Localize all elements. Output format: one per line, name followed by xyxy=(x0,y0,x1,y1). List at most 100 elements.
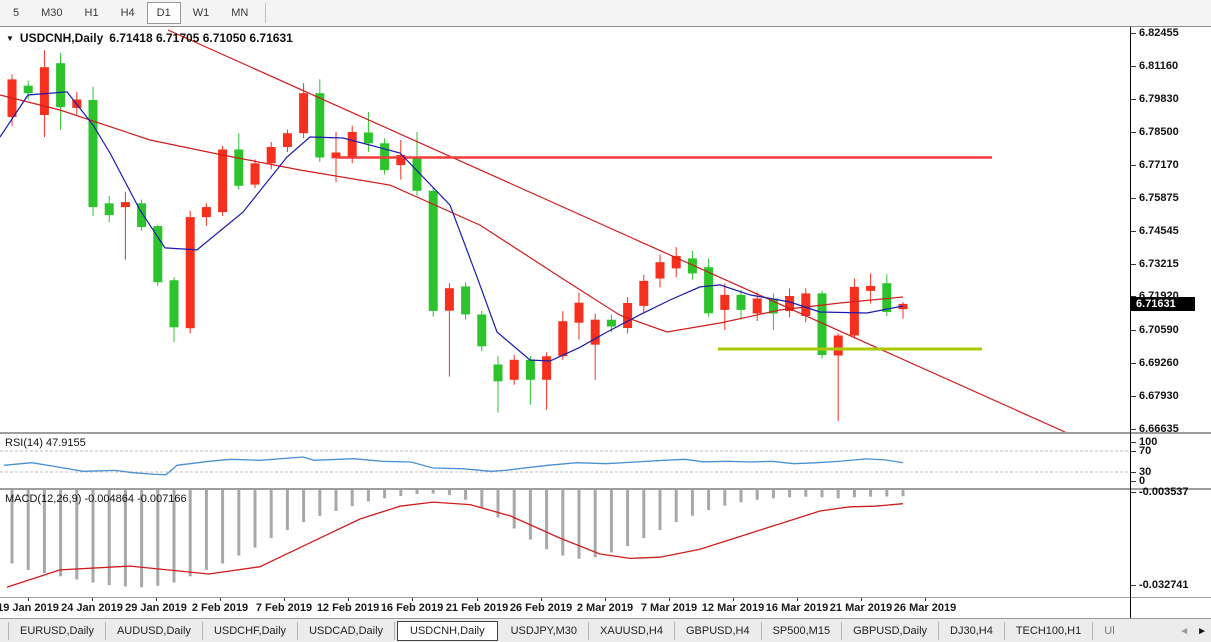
date-axis[interactable]: 19 Jan 2019 24 Jan 2019 29 Jan 2019 2 Feb 2… xyxy=(0,597,1130,618)
descending-trendline[interactable] xyxy=(167,29,1066,432)
date-axis-tick xyxy=(605,598,606,601)
price-axis-tick xyxy=(1131,330,1136,331)
symbol-tab-ul[interactable]: Ul xyxy=(1104,624,1115,637)
timeframe-button-d1[interactable]: D1 xyxy=(146,2,181,24)
symbol-tab-usdjpy-m30[interactable]: USDJPY,M30 xyxy=(500,621,590,640)
date-axis-tick xyxy=(28,598,29,601)
price-axis-tick xyxy=(1131,396,1136,397)
price-axis-label: 6.74545 xyxy=(1139,225,1179,237)
symbol-tab-eurusd-daily[interactable]: EURUSD,Daily xyxy=(8,621,106,640)
price-axis-label: 6.77170 xyxy=(1139,159,1179,171)
rsi-axis-tick xyxy=(1131,442,1136,443)
price-axis-tick xyxy=(1131,132,1136,133)
date-axis-label: 12 Feb 2019 xyxy=(316,602,380,614)
price-axis-tick xyxy=(1131,33,1136,34)
current-price-badge: 6.71631 xyxy=(1131,297,1195,311)
macd-canvas[interactable] xyxy=(0,490,1130,597)
date-axis-tick xyxy=(925,598,926,601)
chart-canvas[interactable] xyxy=(0,27,1130,432)
date-axis-label: 24 Jan 2019 xyxy=(61,602,123,614)
date-axis-label: 19 Jan 2019 xyxy=(0,602,59,614)
macd-histogram xyxy=(10,490,905,588)
date-axis-label: 2 Mar 2019 xyxy=(576,602,634,614)
symbol-tab-gbpusd-daily[interactable]: GBPUSD,Daily xyxy=(842,621,940,640)
chart-workspace: ▼ USDCNH,Daily 6.71418 6.71705 6.71050 6… xyxy=(0,27,1211,618)
rsi-canvas[interactable] xyxy=(0,434,1130,488)
date-axis-tick xyxy=(92,598,93,601)
price-axis[interactable]: 6.71631 6.82455 6.81160 6.79830 6.78500 6.77… xyxy=(1131,27,1211,435)
date-axis-label: 12 Mar 2019 xyxy=(701,602,765,614)
rsi-axis-tick xyxy=(1131,472,1136,473)
price-axis-label: 6.67930 xyxy=(1139,390,1179,402)
price-axis-label: 6.78500 xyxy=(1139,126,1179,138)
price-axis-label: 6.79830 xyxy=(1139,93,1179,105)
date-axis-label: 29 Jan 2019 xyxy=(125,602,187,614)
price-axis-tick xyxy=(1131,165,1136,166)
symbol-tab-dj30-h4[interactable]: DJ30,H4 xyxy=(939,621,1005,640)
date-axis-label: 21 Feb 2019 xyxy=(445,602,509,614)
date-axis-tick xyxy=(156,598,157,601)
date-axis-label: 16 Mar 2019 xyxy=(765,602,829,614)
timeframe-button-m30[interactable]: M30 xyxy=(41,7,63,19)
date-axis-label: 21 Mar 2019 xyxy=(829,602,893,614)
macd-indicator-panel[interactable]: MACD(12,26,9) -0.004864 -0.007166 xyxy=(0,488,1130,597)
rsi-axis-label: 0 xyxy=(1139,475,1146,487)
date-axis-label: 7 Mar 2019 xyxy=(640,602,698,614)
symbol-tab-sp500-m15[interactable]: SP500,M15 xyxy=(762,621,843,640)
price-axis-label: 6.71920 xyxy=(1139,290,1179,302)
date-axis-label: 2 Feb 2019 xyxy=(191,602,249,614)
timeframe-button-mn[interactable]: MN xyxy=(231,7,249,19)
ma-slow-line xyxy=(0,94,904,333)
price-axis-tick xyxy=(1131,231,1136,232)
scroll-right-icon[interactable]: ► xyxy=(1197,625,1207,637)
date-axis-tick xyxy=(861,598,862,601)
value-axis-column[interactable]: 6.71631 6.82455 6.81160 6.79830 6.78500 6.77… xyxy=(1131,27,1211,618)
rsi-line xyxy=(3,456,904,476)
date-axis-corner xyxy=(1131,597,1211,618)
macd-axis[interactable]: -0.003537 -0.032741 xyxy=(1131,486,1211,597)
rsi-axis-label: 70 xyxy=(1139,445,1152,457)
symbol-tab-usdchf-daily[interactable]: USDCHF,Daily xyxy=(203,621,299,640)
symbol-tab-gbpusd-h4[interactable]: GBPUSD,H4 xyxy=(675,621,762,640)
rsi-axis[interactable]: 100 70 30 0 xyxy=(1131,432,1211,488)
main-chart-panel[interactable]: ▼ USDCNH,Daily 6.71418 6.71705 6.71050 6… xyxy=(0,27,1130,432)
date-axis-tick xyxy=(797,598,798,601)
rsi-axis-tick xyxy=(1131,451,1136,452)
candlestick-series xyxy=(7,50,908,421)
tab-scroll-arrows: ◄ ► xyxy=(1179,619,1207,642)
rsi-indicator-panel[interactable]: RSI(14) 47.9155 xyxy=(0,432,1130,488)
price-axis-tick xyxy=(1131,296,1136,297)
symbol-tab-usdcnh-daily[interactable]: USDCNH,Daily xyxy=(397,620,498,641)
timeframe-button-5[interactable]: 5 xyxy=(13,7,20,19)
rsi-axis-label: 30 xyxy=(1139,466,1152,478)
timeframe-button-w1[interactable]: W1 xyxy=(192,7,210,19)
symbol-tab-xauusd-h4[interactable]: XAUUSD,H4 xyxy=(589,621,675,640)
timeframe-button-h4[interactable]: H4 xyxy=(120,7,135,19)
date-axis-label: 16 Feb 2019 xyxy=(380,602,444,614)
price-axis-tick xyxy=(1131,264,1136,265)
scroll-left-icon[interactable]: ◄ xyxy=(1179,625,1190,637)
price-axis-label: 6.73215 xyxy=(1139,258,1179,270)
timeframe-button-h1[interactable]: H1 xyxy=(84,7,99,19)
macd-axis-tick xyxy=(1131,492,1136,493)
date-axis-label: 26 Mar 2019 xyxy=(893,602,957,614)
symbol-tab-usdcad-daily[interactable]: USDCAD,Daily xyxy=(298,621,396,640)
price-axis-tick xyxy=(1131,429,1136,430)
symbol-tab-audusd-daily[interactable]: AUDUSD,Daily xyxy=(106,621,203,640)
date-axis-tick xyxy=(541,598,542,601)
symbol-tabs: EURUSD,Daily AUDUSD,Daily USDCHF,Daily USDC… xyxy=(8,620,1126,641)
date-axis-tick xyxy=(284,598,285,601)
macd-axis-label: -0.032741 xyxy=(1139,579,1189,591)
ma-fast-line xyxy=(0,91,904,362)
timeframe-toolbar: 5 M30 H1 H4 D1 W1 MN xyxy=(0,0,1211,27)
rsi-axis-label: 100 xyxy=(1139,436,1158,448)
date-axis-label: 26 Feb 2019 xyxy=(509,602,573,614)
price-axis-tick xyxy=(1131,198,1136,199)
macd-axis-label: -0.003537 xyxy=(1139,486,1189,498)
price-axis-tick xyxy=(1131,363,1136,364)
date-axis-tick xyxy=(477,598,478,601)
symbol-tab-tech100-h1[interactable]: TECH100,H1 xyxy=(1005,621,1094,640)
plot-area: ▼ USDCNH,Daily 6.71418 6.71705 6.71050 6… xyxy=(0,27,1131,618)
price-axis-label: 6.82455 xyxy=(1139,27,1179,39)
